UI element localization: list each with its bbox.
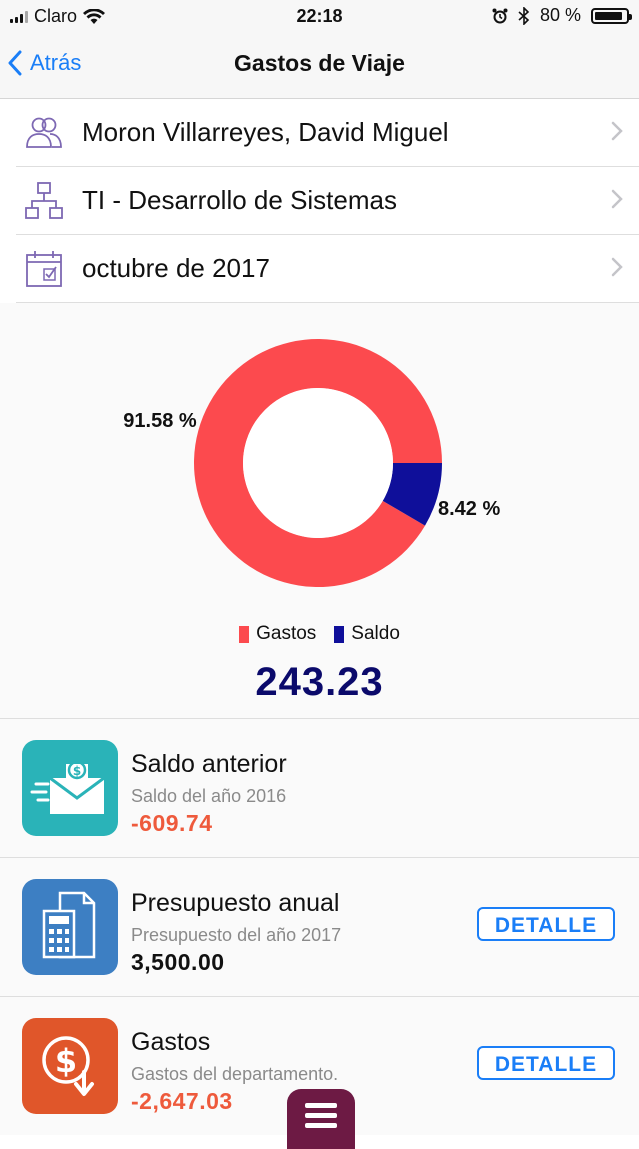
org-chart-icon <box>22 179 66 223</box>
chevron-right-icon <box>611 121 623 141</box>
signal-icon <box>10 10 28 23</box>
donut-slice-saldo[interactable] <box>382 463 442 526</box>
navigation-bar: Atrás Gastos de Viaje <box>0 32 639 99</box>
carrier-indicator: Claro <box>10 6 106 27</box>
legend-label-saldo: Saldo <box>351 623 400 644</box>
wifi-icon <box>83 8 106 24</box>
bluetooth-icon <box>518 6 530 25</box>
money-envelope-icon: $ <box>22 740 118 836</box>
card-title: Presupuesto anual <box>131 889 340 917</box>
card-saldo-anterior[interactable]: $ Saldo anterior Saldo del año 2016 -609… <box>0 718 639 857</box>
employee-row[interactable]: Moron Villarreyes, David Miguel <box>16 99 639 167</box>
card-amount: 3,500.00 <box>131 949 225 975</box>
card-title: Gastos <box>131 1028 211 1056</box>
donut-chart: 91.58 % 8.42 % <box>123 338 500 587</box>
legend-swatch-gastos <box>239 625 250 643</box>
battery-icon <box>591 7 632 24</box>
period-row[interactable]: octubre de 2017 <box>16 235 639 303</box>
chevron-left-icon <box>8 50 22 76</box>
calendar-check-icon <box>22 247 66 291</box>
card-title: Saldo anterior <box>131 750 287 778</box>
data-label-gastos: 91.58 % <box>123 410 197 432</box>
department-label: TI - Desarrollo de Sistemas <box>82 185 397 215</box>
detalle-presupuesto-button[interactable]: DETALLE <box>477 907 615 941</box>
svg-text:$: $ <box>73 764 81 778</box>
card-presupuesto-anual[interactable]: Presupuesto anual Presupuesto del año 20… <box>0 857 639 996</box>
employee-label: Moron Villarreyes, David Miguel <box>82 117 449 147</box>
card-subtitle: Presupuesto del año 2017 <box>131 925 342 945</box>
chevron-right-icon <box>611 189 623 209</box>
legend-item-saldo: Saldo <box>334 623 400 645</box>
status-time: 22:18 <box>296 6 343 26</box>
total-amount: 243.23 <box>255 660 384 704</box>
card-amount: -609.74 <box>131 810 213 836</box>
back-label: Atrás <box>30 50 82 75</box>
menu-button[interactable] <box>287 1089 355 1149</box>
card-gastos[interactable]: $ Gastos Gastos del departamento. -2,647… <box>0 996 639 1135</box>
battery-percent: 80 % <box>539 5 581 25</box>
legend-label-gastos: Gastos <box>256 623 317 644</box>
dollar-down-icon: $ <box>22 1018 118 1114</box>
chart-legend: Gastos Saldo <box>0 623 639 645</box>
page-title: Gastos de Viaje <box>234 50 405 76</box>
calculator-document-icon <box>22 879 118 975</box>
legend-item-gastos: Gastos <box>239 623 316 645</box>
card-amount: -2,647.03 <box>131 1088 233 1114</box>
chevron-right-icon <box>611 257 623 277</box>
data-label-saldo: 8.42 % <box>438 498 500 520</box>
status-right: 80 % <box>492 5 632 26</box>
people-icon <box>22 111 66 155</box>
donut-slice-gastos[interactable] <box>193 338 442 587</box>
donut-hole <box>243 388 393 538</box>
card-subtitle: Saldo del año 2016 <box>131 786 287 806</box>
carrier-label: Claro <box>34 6 78 26</box>
card-subtitle: Gastos del departamento. <box>131 1064 339 1084</box>
hamburger-icon <box>305 1103 337 1128</box>
chart-area: 91.58 % 8.42 % Gastos Saldo 243.23 <box>0 303 639 718</box>
back-button[interactable]: Atrás <box>8 50 81 76</box>
status-bar: Claro 22:18 80 % <box>0 0 639 32</box>
period-label: octubre de 2017 <box>82 253 270 283</box>
alarm-icon <box>492 8 508 23</box>
department-row[interactable]: TI - Desarrollo de Sistemas <box>16 167 639 235</box>
svg-text:$: $ <box>55 1042 77 1080</box>
detalle-gastos-button[interactable]: DETALLE <box>477 1046 615 1080</box>
legend-swatch-saldo <box>334 625 345 643</box>
